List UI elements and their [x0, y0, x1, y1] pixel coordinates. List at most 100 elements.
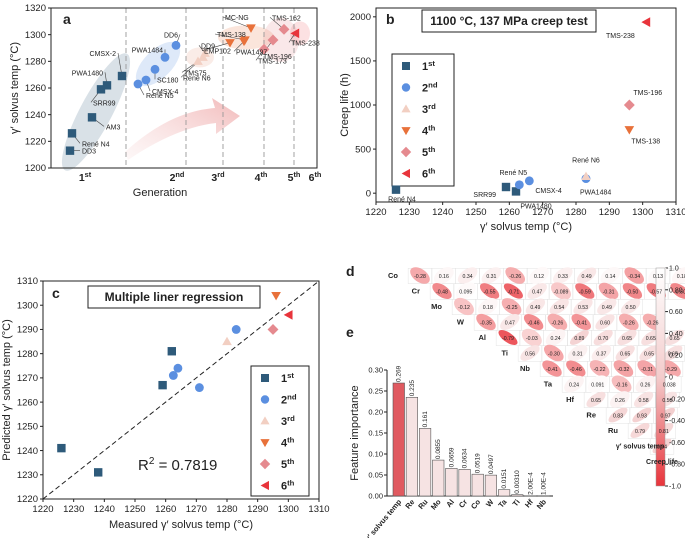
alloy-label: PWA1484	[580, 190, 611, 197]
gen1-point	[65, 146, 75, 155]
panel-c-y-tick-label: 1240	[17, 446, 38, 457]
variable-label: Co	[388, 271, 398, 280]
gen1-point	[94, 468, 103, 477]
heatmap-cell	[564, 375, 584, 393]
heatmap-value: -0.57	[650, 290, 662, 296]
heatmap-value: 0.65	[620, 352, 630, 358]
panel-c-legend-entry-base: 6	[281, 481, 287, 493]
r2-superscript: 2	[149, 456, 155, 467]
panel-c-legend-marker	[261, 374, 269, 382]
heatmap-cell	[661, 360, 681, 377]
alloy-label: TMS-196	[263, 54, 292, 61]
heatmap-value: 0.13	[653, 274, 663, 280]
heatmap-cell	[630, 423, 650, 438]
panel-b-title: 1100 °C, 137 MPa creep test	[430, 14, 588, 28]
heatmap-value: 0.79	[635, 429, 645, 435]
alloy-label: René N6	[572, 157, 600, 164]
generation-label-sup: st	[85, 170, 92, 179]
heatmap-cell	[567, 344, 588, 362]
gen3-point	[200, 48, 210, 57]
heatmap-cell	[589, 360, 610, 377]
gen2-point	[524, 176, 534, 186]
panel-b-legend-entry: 5th	[422, 145, 436, 159]
alloy-label: TMS-196	[633, 90, 662, 97]
heatmap-cell-border	[667, 283, 685, 300]
gen5-point	[278, 23, 290, 35]
bar-category-label: W	[484, 497, 496, 509]
panel-c-legend-entry-sup: rd	[287, 414, 295, 423]
gen5-cluster-ellipse	[263, 18, 299, 62]
heatmap-cell	[600, 266, 621, 285]
generation-label: 5th	[288, 170, 301, 184]
panel-e-ylabel: Feature importance	[349, 385, 361, 480]
heatmap-value: -0.28	[414, 274, 426, 280]
alloy-label: PWA1497	[236, 49, 267, 56]
heatmap-value: -0.12	[458, 305, 470, 311]
heatmap-value: 0.56	[525, 352, 535, 358]
panel-b-y-tick-label: 1500	[350, 56, 371, 67]
generation-label-base: 4	[255, 172, 261, 184]
panel-a-y-tick-label: 1320	[25, 3, 46, 14]
heatmap-cell	[671, 267, 685, 284]
heatmap-value: -0.34	[628, 274, 640, 280]
panel-c-x-tick-label: 1290	[247, 504, 268, 515]
heatmap-value: -0.59	[579, 290, 591, 296]
r2-value: = 0.7819	[154, 457, 217, 474]
gen1-point	[501, 182, 511, 192]
heatmap-value: -0.03	[526, 336, 538, 342]
heatmap-value: 0.97	[661, 414, 671, 420]
heatmap-cell	[529, 266, 549, 285]
bar-category-label: γ′ solvus temp	[363, 497, 403, 538]
panel-b-legend-marker	[401, 104, 411, 113]
heatmap-cell	[591, 344, 612, 362]
panel-c-frame	[42, 280, 320, 500]
panel-c-legend-entry-base: 4	[281, 438, 288, 450]
gen4-point	[225, 39, 235, 48]
panel-b-legend-entry: 6th	[422, 167, 436, 181]
heatmap-cell	[525, 298, 546, 315]
heatmap-value: 0.16	[439, 274, 449, 280]
gen2-point	[141, 75, 151, 85]
importance-bar	[419, 428, 432, 497]
heatmap-value: -0.16	[616, 383, 628, 389]
panel-b-legend-entry-sup: th	[428, 145, 436, 154]
bar-value-label: 0.0497	[488, 454, 495, 474]
panel-a-y-tick-label: 1240	[25, 110, 46, 121]
heatmap-value: 0.091	[591, 383, 604, 389]
panel-b-x-tick-label: 1310	[665, 207, 685, 218]
panel-a-y-tick-label: 1260	[25, 83, 46, 94]
gen5-point	[623, 99, 635, 111]
alloy-label: René N4	[388, 197, 416, 204]
panel-b-legend-entry-base: 5	[422, 147, 428, 159]
alloy-label: DD6	[164, 32, 178, 39]
panel-b-y-tick-label: 1000	[350, 100, 371, 111]
importance-bar	[471, 473, 484, 497]
panel-b-legend-entry-sup: nd	[428, 81, 438, 90]
panel-a-xlabel: Generation	[133, 187, 187, 199]
gen2-cluster-ellipse	[135, 41, 181, 87]
panel-e-y-tick-label: 0.30	[368, 366, 383, 375]
gen3-point	[193, 56, 203, 65]
leader-line	[201, 42, 231, 51]
panel-c-x-tick-label: 1270	[186, 504, 207, 515]
trend-arrow-icon	[125, 98, 240, 160]
heatmap-cell	[432, 283, 452, 299]
generation-label-sup: th	[260, 170, 267, 179]
panel-c-y-tick-label: 1260	[17, 397, 38, 408]
heatmap-value: 0.89	[574, 336, 584, 342]
panel-c-y-tick-label: 1220	[17, 494, 38, 505]
heatmap-value: 0.49	[582, 274, 592, 280]
heatmap-cell	[500, 314, 520, 330]
panel-c-legend-entry-base: 5	[281, 459, 287, 471]
heatmap-cell	[611, 375, 632, 393]
heatmap-cell	[457, 267, 478, 284]
gen1-point	[57, 443, 66, 453]
gen2-point	[231, 325, 241, 334]
heatmap-value: 0.18	[677, 274, 685, 280]
gen6-cluster-ellipse	[290, 21, 310, 46]
panel-b-y-tick-label: 500	[355, 144, 371, 155]
panel-a-ylabel: γ′ solvus temp (°C)	[9, 42, 21, 134]
colorbar	[655, 267, 666, 487]
panel-a-y-tick-label: 1200	[25, 163, 46, 174]
heatmap-cell	[618, 313, 639, 331]
